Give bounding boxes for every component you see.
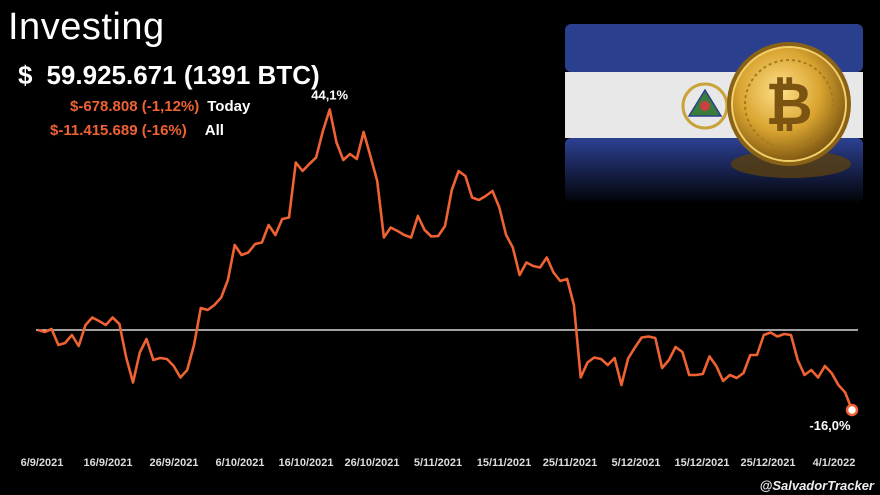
x-tick-label: 15/12/2021 xyxy=(674,457,729,469)
series-line xyxy=(37,108,854,411)
x-tick-label: 6/10/2021 xyxy=(216,457,265,469)
all-change-value: $-11.415.689 (-16%) xyxy=(50,122,187,139)
el-salvador-flag-icon: ₿ xyxy=(565,24,863,202)
currency-symbol: $ xyxy=(18,60,33,90)
data-label-0: 44,1% xyxy=(311,88,348,103)
svg-text:₿: ₿ xyxy=(765,70,812,138)
x-tick-label: 4/1/2022 xyxy=(813,457,856,469)
today-label: Today xyxy=(207,98,251,115)
x-tick-label: 5/12/2021 xyxy=(612,457,661,469)
today-change: $-678.808 (-1,12%) Today xyxy=(70,98,250,115)
x-tick-label: 16/9/2021 xyxy=(84,457,133,469)
holding-amount: 59.925.671 (1391 BTC) xyxy=(46,60,320,90)
today-change-value: $-678.808 (-1,12%) xyxy=(70,98,200,115)
data-label-1: -16,0% xyxy=(809,418,851,433)
x-tick-label: 16/10/2021 xyxy=(278,457,333,469)
end-point-marker xyxy=(845,403,859,417)
x-tick-label: 5/11/2021 xyxy=(414,457,462,469)
all-time-change: $-11.415.689 (-16%) All xyxy=(50,122,224,139)
holding-value: $59.925.671 (1391 BTC) xyxy=(18,60,320,91)
x-tick-label: 26/9/2021 xyxy=(150,457,199,469)
x-tick-label: 25/11/2021 xyxy=(543,457,597,469)
x-tick-label: 15/11/2021 xyxy=(477,457,531,469)
x-tick-label: 25/12/2021 xyxy=(740,457,795,469)
watermark: @SalvadorTracker xyxy=(759,478,874,493)
x-tick-label: 26/10/2021 xyxy=(344,457,399,469)
page-title: Investing xyxy=(8,6,165,48)
bitcoin-coin-icon: ₿ xyxy=(727,42,851,178)
x-tick-label: 6/9/2021 xyxy=(21,457,64,469)
all-label: All xyxy=(204,122,224,139)
